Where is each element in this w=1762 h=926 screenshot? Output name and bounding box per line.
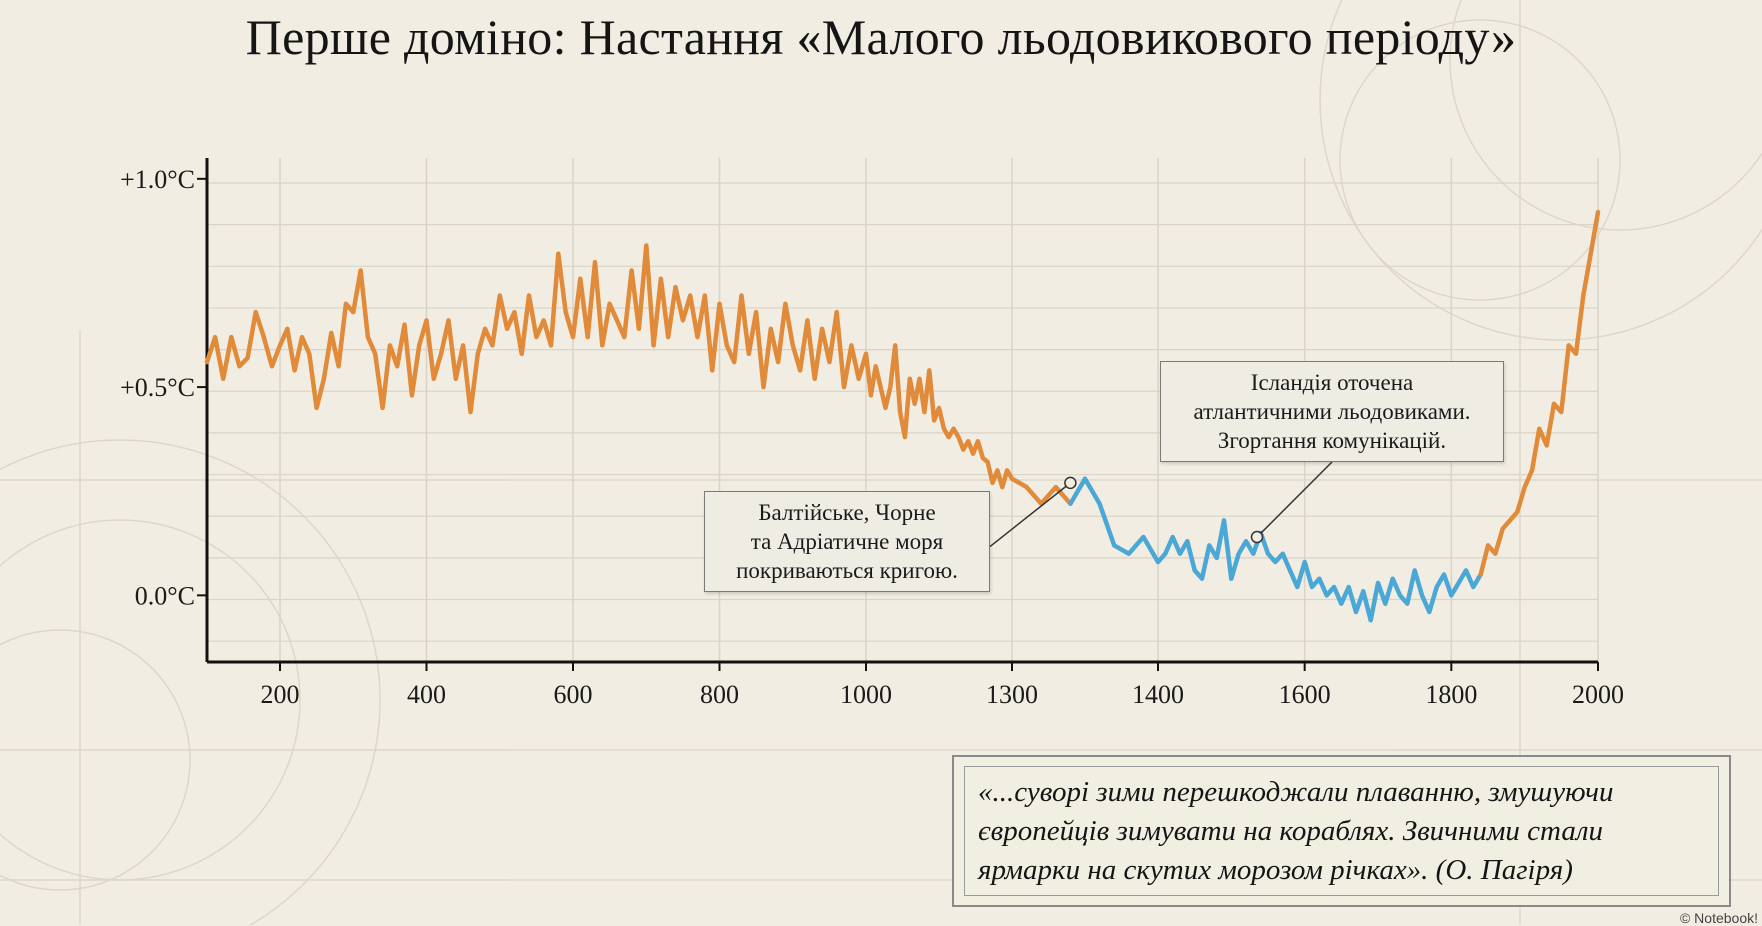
annotation-leaders <box>989 461 1333 548</box>
quote-line: «...суворі зими перешкоджали плаванню, з… <box>978 776 1614 808</box>
annotation-line: покриваються кригою. <box>736 558 958 583</box>
annotation-anchor-dot <box>1064 476 1077 490</box>
x-tick-label: 2000 <box>1572 680 1624 709</box>
annotation-baltic-seas: Балтійське, Чорне та Адріатичне моря пок… <box>704 491 990 592</box>
series-line-0 <box>204 243 1073 506</box>
series-line-1 <box>1068 476 1483 623</box>
quote-text: «...суворі зими перешкоджали плаванню, з… <box>978 773 1719 890</box>
series-line-2 <box>1478 209 1601 577</box>
annotation-anchor-dot <box>1250 530 1264 544</box>
annotation-leader-line <box>1256 461 1333 538</box>
annotation-line: та Адріатичне моря <box>750 529 944 554</box>
quote-frame <box>964 766 1719 896</box>
copyright: © Notebook! <box>1679 910 1758 926</box>
annotation-leader-line <box>989 482 1071 548</box>
x-tick-label: 1800 <box>1425 680 1477 709</box>
x-tick-label: 1300 <box>986 680 1038 709</box>
y-tick-label: +1.0°C <box>120 165 195 194</box>
x-tick-label: 400 <box>407 680 446 709</box>
quote-box: «...суворі зими перешкоджали плаванню, з… <box>952 755 1731 907</box>
axes: +1.0°C +0.5°C 0.0°C 200 400 600 800 1000 1300 140… <box>120 158 1624 709</box>
y-tick-label: 0.0°C <box>135 581 195 610</box>
annotation-line: Ісландія оточена <box>1250 370 1414 395</box>
annotation-iceland: Ісландія оточена атлантичними льодовикам… <box>1160 361 1504 462</box>
annotation-line: Згортання комунікацій. <box>1217 428 1447 453</box>
x-tick-label: 1400 <box>1132 680 1184 709</box>
x-tick-label: 200 <box>261 680 300 709</box>
page-title: Перше доміно: Настання «Малого льодовико… <box>245 9 1517 65</box>
x-tick-label: 1000 <box>840 680 892 709</box>
quote-line: європейців зимувати на кораблях. Звичним… <box>978 815 1603 847</box>
annotation-line: Балтійське, Чорне <box>758 500 936 525</box>
data-lines <box>204 209 1601 623</box>
y-tick-label: +0.5°C <box>120 373 195 402</box>
x-tick-label: 800 <box>700 680 739 709</box>
quote-line: ярмарки на скутих морозом річках». (О. П… <box>978 854 1573 886</box>
x-tick-label: 600 <box>554 680 593 709</box>
x-tick-label: 1600 <box>1279 680 1331 709</box>
annotation-line: атлантичними льодовиками. <box>1193 399 1471 424</box>
